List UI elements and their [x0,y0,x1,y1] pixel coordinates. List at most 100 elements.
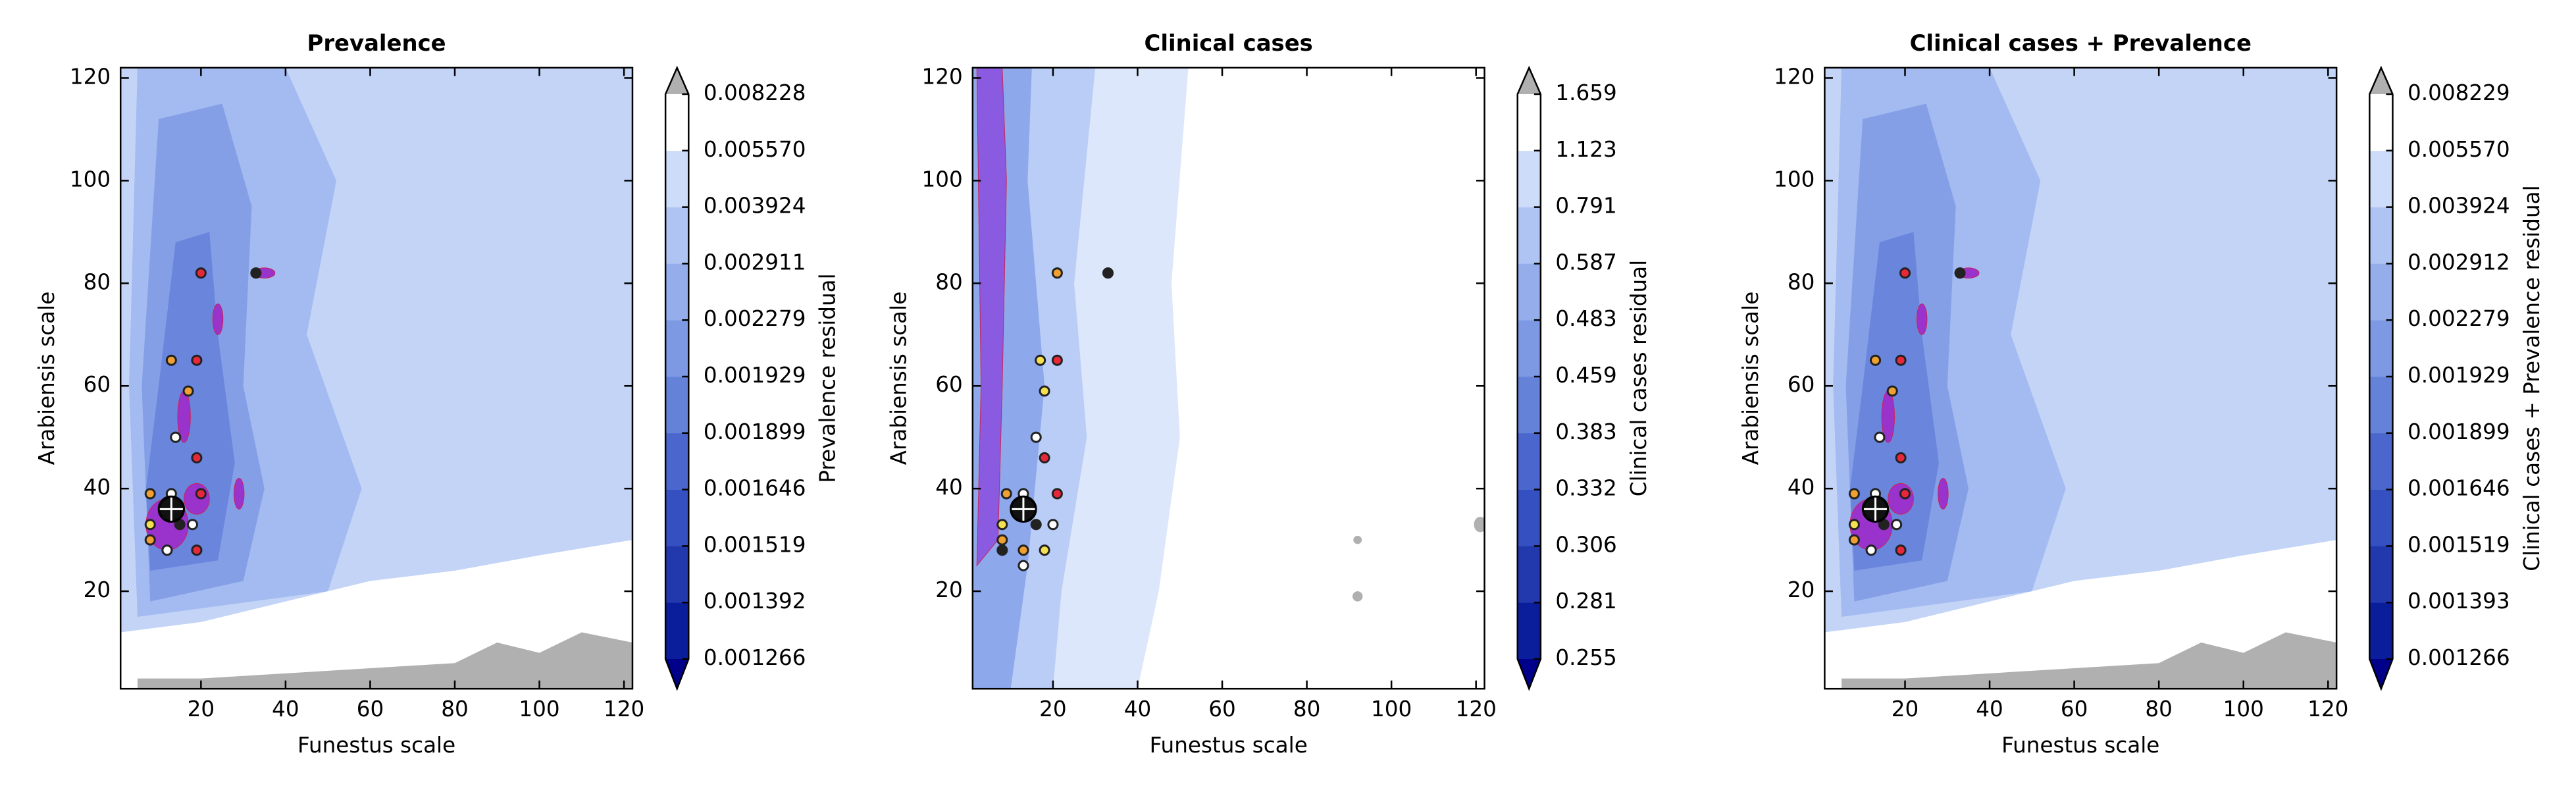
x-axis-label: Funestus scale [2001,733,2159,758]
scatter-point [191,354,203,366]
colorbar-under [2369,659,2393,689]
scatter-point [161,544,173,556]
scatter-point [1039,544,1050,556]
colorbar-tick-label: 0.001519 [2408,532,2510,557]
scatter-point [1018,560,1029,571]
contour-regions [973,68,1487,689]
colorbar-band [665,433,689,490]
x-tick-label: 20 [188,697,215,722]
x-tick-label: 20 [1039,697,1067,722]
scatter-point [996,544,1008,556]
colorbar-tick-label: 0.001266 [704,645,806,670]
colorbar-tick-label: 0.008228 [704,80,806,105]
x-tick-label: 60 [357,697,384,722]
axes-frame [1824,66,2338,690]
colorbar-band [2369,93,2393,151]
scatter-point [165,354,177,366]
scatter-point [195,267,207,279]
x-axis-label: Funestus scale [1150,733,1308,758]
colorbar-band [665,207,689,264]
scatter-point [1030,519,1042,531]
colorbar-tick-label: 0.001929 [2408,363,2510,388]
colorbar-band [665,263,689,321]
colorbar-label: Clinical cases residual [1626,260,1651,496]
scatter-point [1018,544,1029,556]
colorbar-outline [664,65,690,691]
colorbar-band [1517,319,1541,377]
y-axis-label: Arabiensis scale [1738,292,1763,465]
y-tick-label: 120 [921,64,962,89]
colorbar-band [665,319,689,377]
x-tick-label: 120 [1456,697,1497,722]
y-tick-label: 40 [84,475,111,500]
contour-fill [973,68,1487,689]
scatter-point [1954,267,1966,279]
y-tick-label: 80 [84,269,111,294]
scatter-point [170,431,182,443]
colorbar-label: Prevalence residual [815,273,840,483]
colorbar-band [2369,546,2393,603]
colorbar-tick-label: 0.791 [1555,194,1616,219]
colorbar-band [2369,207,2393,264]
colorbar-tick-label: 0.002279 [2408,306,2510,331]
colorbar-tick-label: 0.255 [1555,645,1616,670]
colorbar-band [2369,263,2393,321]
colorbar-tick-label: 0.002912 [2408,250,2510,275]
y-tick-label: 80 [1788,269,1815,294]
colorbar-band [1517,376,1541,434]
scatter-point [1878,519,1890,531]
scatter-point [996,534,1008,546]
colorbar-tick-label: 0.001519 [704,532,806,557]
chart-title: Prevalence [307,30,446,56]
contour-regions [1824,68,2336,689]
x-tick-label: 20 [1892,697,1919,722]
colorbar-tick-label: 0.008229 [2408,80,2510,105]
x-tick-label: 120 [604,697,644,722]
colorbar-tick-label: 0.001646 [2408,476,2510,501]
colorbar-band [1517,433,1541,490]
y-tick-label: 120 [70,64,111,89]
scatter-point [144,519,156,531]
colorbar-over [2369,67,2393,95]
scatter-point [1039,385,1050,397]
colorbar-band [2369,150,2393,207]
colorbar-tick-label: 0.001646 [704,476,806,501]
scatter-point [1848,519,1860,531]
scatter-point [996,519,1008,531]
y-tick-label: 40 [935,475,963,500]
scatter-point [186,519,199,531]
colorbar-band [1517,263,1541,321]
x-tick-label: 60 [2061,697,2088,722]
y-tick-label: 100 [1774,167,1815,192]
x-tick-label: 60 [1208,697,1236,722]
colorbar-band [1517,489,1541,546]
y-axis-label: Arabiensis scale [886,292,911,465]
y-tick-label: 60 [84,372,111,397]
colorbar-band [1517,602,1541,660]
x-tick-label: 80 [2145,697,2173,722]
chart-title: Clinical cases + Prevalence [1910,30,2252,56]
scatter-point [250,267,262,279]
colorbar-tick-label: 0.459 [1555,363,1616,388]
scatter-point [1047,519,1059,531]
scatter-point [191,544,203,556]
colorbar-band [1517,150,1541,207]
contour-fill [1824,68,2336,689]
x-tick-label: 40 [1124,697,1152,722]
scatter-point [1051,354,1063,366]
colorbar-band [2369,376,2393,434]
colorbar-band [665,602,689,660]
colorbar-label: Clinical cases + Prevalence residual [2519,185,2544,571]
contour-regions [120,68,632,689]
colorbar-tick-label: 1.123 [1555,137,1616,162]
scatter-point [1035,354,1046,366]
scatter-point [1899,488,1911,500]
colorbar-tick-label: 0.003924 [2408,194,2510,219]
y-tick-label: 60 [1788,372,1815,397]
scatter-point [182,385,194,397]
contour-fill [120,68,632,689]
colorbar-tick-label: 0.002911 [704,250,806,275]
scatter-point [1030,431,1042,443]
colorbar-tick-label: 1.659 [1555,80,1616,105]
